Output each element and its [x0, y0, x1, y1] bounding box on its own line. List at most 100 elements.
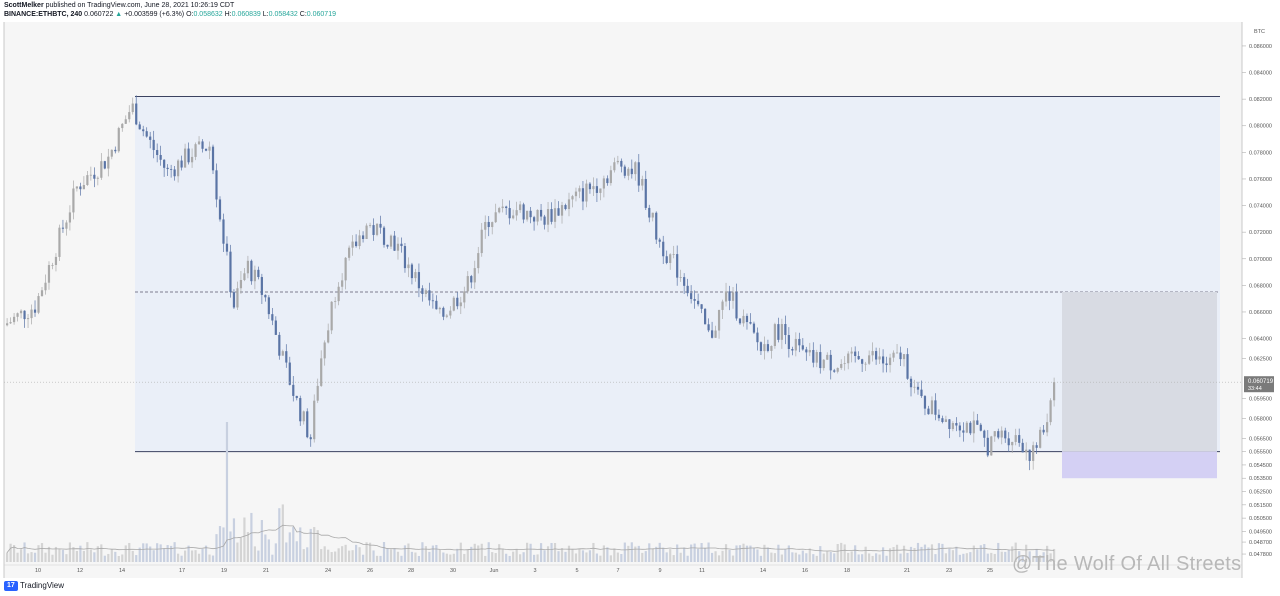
candle-body: [829, 354, 832, 371]
drawings-layer: [135, 95, 1220, 479]
candle-body: [560, 205, 564, 216]
candle-body: [526, 210, 529, 220]
symbol-label[interactable]: BINANCE:ETHBTC, 240: [4, 11, 83, 18]
volume-bar: [791, 552, 794, 562]
volume-bar: [117, 555, 120, 562]
candle-body: [784, 324, 787, 336]
volume-bar: [403, 545, 407, 562]
volume-bar: [766, 547, 770, 562]
volume-bar: [738, 545, 742, 562]
volume-bar: [787, 545, 790, 562]
position-target-zone[interactable]: [1062, 292, 1217, 452]
candle-body: [382, 227, 386, 245]
candle-body: [271, 314, 274, 321]
volume-bar: [986, 553, 989, 562]
volume-bar: [1004, 551, 1007, 562]
candle-body: [16, 313, 19, 317]
candle-body: [124, 119, 127, 124]
volume-bar: [683, 547, 686, 562]
candle-body: [909, 378, 913, 388]
candle-body: [913, 386, 916, 388]
position-stop-zone[interactable]: [1062, 451, 1217, 479]
price-tick-label: 0.049500: [1249, 529, 1272, 535]
candle-body: [152, 139, 155, 151]
candle-body: [190, 156, 194, 163]
candle-body: [236, 288, 239, 308]
volume-bar: [372, 550, 375, 562]
candle-body: [930, 400, 934, 415]
volume-bar: [644, 551, 647, 562]
volume-bar: [243, 517, 246, 562]
candle-body: [777, 324, 780, 340]
candle-body: [693, 299, 696, 301]
volume-bar: [1000, 551, 1003, 562]
volume-bar: [295, 541, 298, 562]
volume-bar: [410, 551, 414, 562]
candle-body: [449, 310, 452, 316]
volume-bar: [941, 543, 944, 562]
candle-body: [773, 324, 776, 347]
candle-body: [826, 354, 829, 360]
candle-body: [641, 178, 644, 186]
volume-bar: [623, 542, 626, 562]
candle-body: [327, 330, 330, 343]
volume-bar: [920, 546, 923, 562]
price-tick-label: 0.052500: [1249, 490, 1272, 496]
candle-body: [840, 363, 843, 368]
price-tick-label: 0.068000: [1249, 283, 1272, 289]
author-name[interactable]: ScottMelker: [4, 2, 44, 9]
time-axis[interactable]: 10 12 14 17 19 21 24 26 28 30 Jun 3 5 7 9 11 14 16 18 21 23 2…: [4, 564, 1242, 574]
candle-body: [902, 354, 906, 360]
volume-bar: [302, 549, 305, 562]
volume-bar: [452, 553, 455, 562]
price-axis[interactable]: 0.086000 0.084000 0.082000 0.080000 0.078000…: [1242, 44, 1272, 558]
volume-bar: [72, 547, 75, 562]
candle-body: [218, 199, 222, 220]
candle-body: [843, 363, 846, 365]
time-tick-label: 19: [221, 568, 227, 574]
volume-bar: [546, 546, 550, 562]
volume-bar: [749, 545, 752, 562]
volume-bar: [30, 552, 33, 562]
volume-bar: [344, 544, 347, 562]
candle-body: [501, 206, 504, 209]
volume-bar: [93, 552, 96, 562]
volume-bar: [236, 542, 239, 562]
volume-bar: [826, 551, 829, 562]
volume-bar: [456, 548, 459, 562]
volume-bar: [341, 546, 344, 562]
candle-body: [302, 411, 305, 422]
volume-bar: [365, 542, 368, 562]
candle-body: [484, 221, 487, 230]
candle-body: [407, 264, 410, 269]
volume-bar: [348, 550, 351, 562]
candle-body: [791, 349, 794, 351]
candle-body: [766, 344, 770, 351]
candle-body: [6, 323, 9, 326]
tradingview-logo-icon[interactable]: 17: [4, 581, 18, 591]
tradingview-brand[interactable]: TradingView: [20, 581, 65, 590]
candle-body: [250, 260, 253, 282]
volume-bar: [665, 552, 668, 562]
candle-body: [44, 282, 47, 291]
candle-body: [972, 420, 975, 434]
candle-body: [1011, 441, 1014, 446]
candle-body: [274, 320, 277, 335]
candle-body: [351, 241, 354, 248]
volume-ma-line: [6, 524, 1055, 553]
current-price-box: [1244, 376, 1274, 393]
candle-body: [459, 302, 462, 307]
candle-body: [410, 264, 414, 279]
candle-body: [595, 186, 599, 193]
candle-body: [159, 154, 162, 160]
volume-bar: [843, 544, 846, 562]
candle-body: [260, 277, 263, 295]
volume-bar: [246, 532, 250, 562]
volume-bar: [107, 553, 110, 562]
candle-body: [683, 277, 686, 286]
time-tick-label: 23: [946, 568, 952, 574]
volume-bar: [96, 546, 99, 562]
volume-bar: [222, 527, 225, 562]
volume-bar: [68, 542, 72, 562]
